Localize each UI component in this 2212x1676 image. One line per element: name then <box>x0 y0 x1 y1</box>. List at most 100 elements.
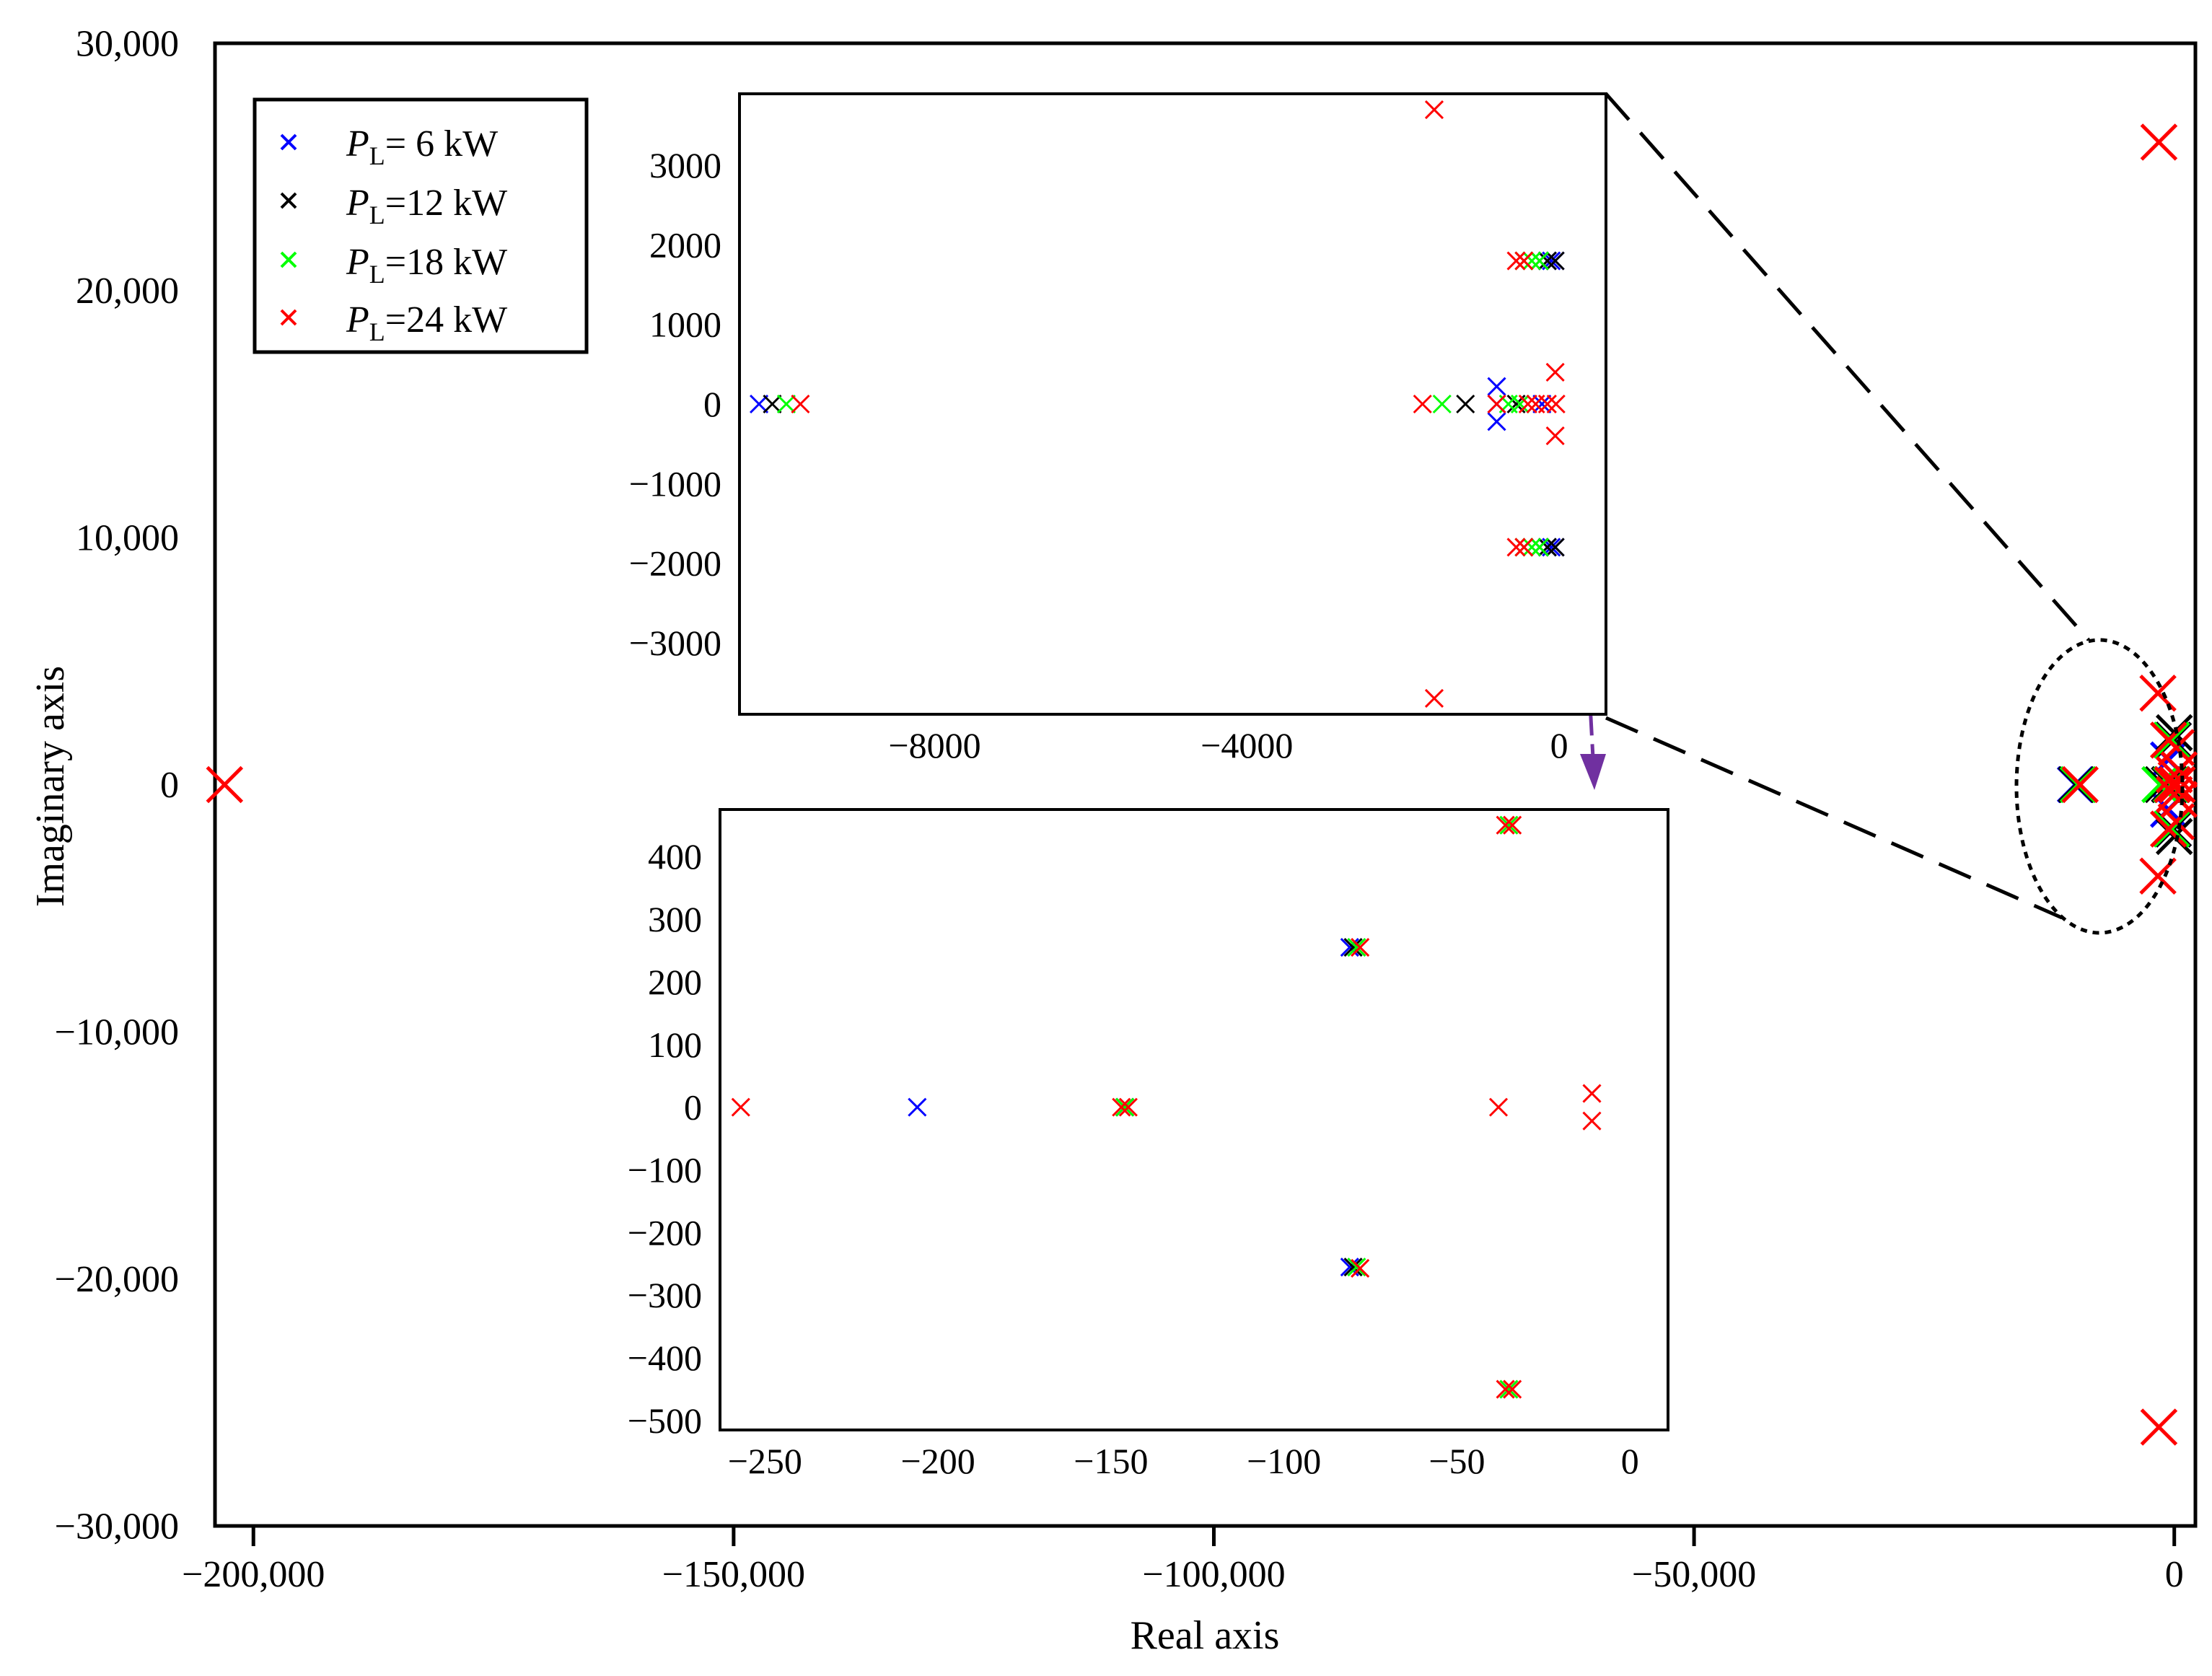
y-tick-label: 400 <box>648 836 702 877</box>
x-tick-label: 0 <box>2165 1554 2184 1595</box>
pole-marker <box>1351 938 1370 957</box>
y-tick-label: −500 <box>628 1400 702 1441</box>
pole-marker <box>1529 538 1550 557</box>
pole-marker <box>1413 394 1432 414</box>
pole-marker <box>1582 1084 1602 1103</box>
inset-top-points <box>749 100 1566 708</box>
legend-marker <box>280 133 297 151</box>
pole-marker <box>1118 1097 1138 1117</box>
pole-marker <box>1532 394 1552 414</box>
x-tick-label: −250 <box>728 1441 802 1481</box>
x-tick-label: −200 <box>901 1441 975 1481</box>
pole-marker <box>1424 688 1444 708</box>
pole-marker <box>1503 1379 1522 1399</box>
pole-marker <box>1496 815 1515 835</box>
legend-box <box>253 97 589 354</box>
pole-marker <box>2152 810 2190 848</box>
pole-marker <box>1518 394 1537 414</box>
pole-marker <box>2061 765 2099 804</box>
pole-marker <box>2158 765 2196 804</box>
pole-marker <box>1506 251 1526 271</box>
pole-marker <box>1488 1097 1509 1117</box>
y-tick-label: −30,000 <box>55 1506 179 1548</box>
legend-label: PL=24 kW <box>346 299 507 346</box>
inset-top-ticks: −8000 −4000 0 3000 2000 1000 0 −1000 −2000 −3000 <box>629 145 1568 765</box>
pole-marker <box>1529 251 1550 271</box>
pole-marker <box>1546 394 1566 414</box>
pole-marker <box>1456 394 1475 414</box>
pole-marker <box>2160 751 2198 789</box>
pole-marker <box>1112 1097 1131 1117</box>
pole-marker <box>749 394 769 414</box>
y-tick-label: 30,000 <box>76 24 179 65</box>
pole-marker <box>206 765 244 804</box>
y-tick-label: 100 <box>648 1025 702 1065</box>
y-tick-label: 0 <box>160 765 179 806</box>
legend-marker <box>280 192 297 209</box>
pole-marker <box>791 394 810 414</box>
pole-marker <box>1487 377 1506 396</box>
x-tick-label: −4000 <box>1201 725 1293 765</box>
y-tick-label: 20,000 <box>76 271 179 312</box>
x-tick-label: −150 <box>1074 1441 1148 1481</box>
inset-top-frame <box>738 92 1607 716</box>
legend-x-icon <box>280 192 297 209</box>
y-tick-label: 200 <box>648 962 702 1002</box>
pole-marker <box>1343 938 1363 957</box>
legend-marker <box>280 309 297 326</box>
pole-marker <box>1514 538 1534 557</box>
pole-marker <box>1545 251 1565 271</box>
legend-label: PL=12 kW <box>346 183 507 229</box>
pole-marker <box>1496 1379 1515 1399</box>
pole-marker <box>1424 100 1444 120</box>
y-tick-label: −1000 <box>629 463 721 504</box>
x-tick-label: −50,000 <box>1632 1554 1756 1595</box>
pole-marker <box>2160 781 2198 818</box>
x-tick-label: −100,000 <box>1142 1554 1285 1595</box>
pole-marker <box>1537 394 1557 414</box>
legend-x-icon <box>280 251 297 268</box>
zoom-line-top <box>1605 92 2090 641</box>
y-tick-label: 0 <box>684 1087 702 1128</box>
pole-marker <box>1522 538 1542 557</box>
y-tick-label: −2000 <box>629 543 721 584</box>
main-points <box>206 123 2198 1446</box>
inset-bottom: −250 −200 −150 −100 −50 04003002001000−100−20… <box>628 808 1669 1481</box>
y-tick-label: 10,000 <box>76 518 179 559</box>
y-tick-label: −3000 <box>629 623 721 663</box>
inset-bottom-ticks: −250 −200 −150 −100 −50 04003002001000−100−20… <box>628 836 1639 1481</box>
x-tick-label: −50 <box>1428 1441 1485 1481</box>
x-tick-label: 0 <box>1621 1441 1639 1481</box>
y-axis-label: Imaginary axis <box>28 666 73 907</box>
pole-marker <box>1537 251 1557 271</box>
pole-marker <box>1522 251 1542 271</box>
pole-marker <box>1545 538 1565 557</box>
pole-marker <box>1545 362 1565 382</box>
pole-marker <box>1510 394 1530 414</box>
pole-marker <box>1582 1111 1602 1131</box>
legend-marker <box>280 251 297 268</box>
y-tick-label: 0 <box>703 384 721 424</box>
pole-marker <box>1432 394 1452 414</box>
pole-marker <box>1506 538 1526 557</box>
y-tick-label: 300 <box>648 899 702 939</box>
x-tick-label: −8000 <box>888 725 980 765</box>
x-tick-label: −200,000 <box>182 1554 325 1595</box>
pole-marker <box>776 394 796 414</box>
zoom-ellipse <box>2014 638 2185 935</box>
zoom-annotations <box>1542 92 2185 935</box>
legend-item: PL=18 kW <box>280 242 507 289</box>
pole-marker <box>1545 426 1565 446</box>
legend: PL= 6 kW PL=12 kW PL=18 kW PL=24 kW <box>253 97 589 354</box>
legend-item: PL=24 kW <box>280 299 507 346</box>
legend-x-icon <box>280 309 297 326</box>
inset-zoom-arrowhead <box>1580 754 1606 790</box>
y-tick-label: −10,000 <box>55 1012 179 1053</box>
inset-bottom-points <box>731 815 1602 1399</box>
pole-marker <box>1537 538 1557 557</box>
inset-bottom-frame <box>719 808 1669 1431</box>
legend-item: PL=12 kW <box>280 183 507 229</box>
x-tick-label: −150,000 <box>662 1554 805 1595</box>
